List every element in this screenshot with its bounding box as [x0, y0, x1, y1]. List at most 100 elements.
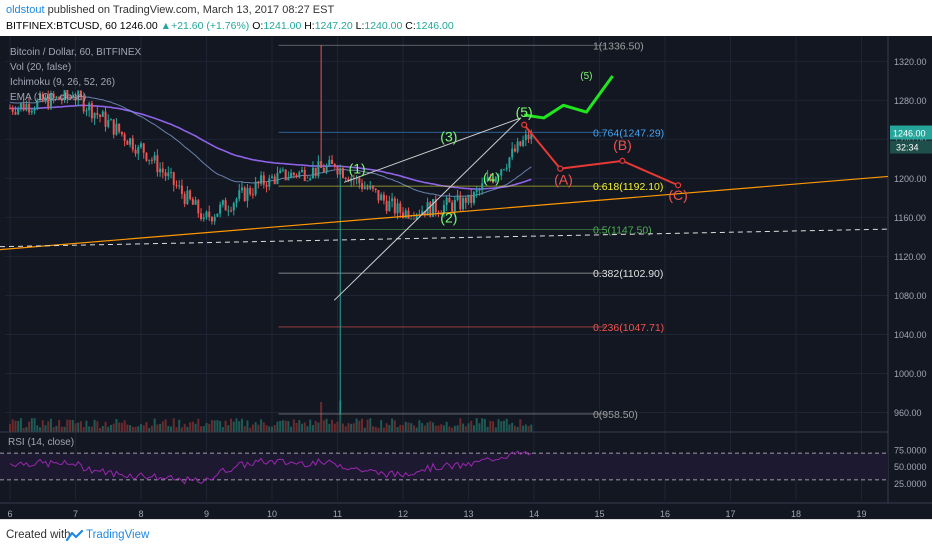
- time-tick-label: 17: [725, 509, 735, 519]
- price-axis-panel: [888, 36, 932, 519]
- candle-body: [153, 155, 156, 161]
- candle-body: [120, 131, 123, 135]
- candle-body: [328, 159, 331, 166]
- up-arrow-icon: ▲: [160, 20, 172, 32]
- volume-bar: [421, 423, 424, 432]
- volume-bar: [462, 423, 465, 432]
- volume-bar: [331, 419, 334, 432]
- candle-body: [194, 200, 197, 205]
- volume-bar: [311, 425, 314, 432]
- candle-body: [60, 99, 63, 101]
- bearish-projection-path: [523, 124, 679, 187]
- rsi-tick-label: 50.0000: [894, 462, 927, 472]
- volume-bar: [202, 426, 205, 432]
- volume-bar: [415, 427, 418, 432]
- candle-body: [445, 197, 448, 206]
- author-link[interactable]: oldstout: [6, 4, 45, 16]
- candle-body: [440, 213, 443, 215]
- time-tick-label: 12: [398, 509, 408, 519]
- volume-bar: [481, 418, 484, 432]
- elliott-wave-drawings[interactable]: (1) (2) (3) (4) (5) (5) (A) (B) (C): [0, 71, 889, 301]
- volume-bar: [442, 425, 445, 432]
- volume-bar: [221, 427, 224, 432]
- volume-bar: [140, 424, 142, 432]
- volume-bar: [52, 427, 55, 432]
- time-axis[interactable]: 6 7 8 9 10 11 12 13 14 15 16 17 18 19: [0, 502, 932, 519]
- volume-bar: [350, 423, 353, 432]
- tradingview-logo-icon[interactable]: [66, 530, 84, 542]
- candle-body: [279, 170, 282, 173]
- chart-background: [0, 36, 932, 519]
- candle-body: [475, 190, 478, 193]
- price-tick-label: 1120.00: [894, 252, 926, 262]
- candle-body: [412, 218, 415, 220]
- candle-body: [511, 148, 514, 158]
- support-trendline: [0, 175, 889, 251]
- volume-bar: [175, 427, 178, 432]
- volume-bar: [407, 422, 410, 432]
- volume-bar: [516, 426, 519, 432]
- volume-bar: [213, 420, 216, 432]
- countdown-badge-text: 32:34: [896, 143, 919, 153]
- volume-bar: [66, 419, 69, 432]
- candle-body: [55, 96, 58, 99]
- open-label: O:: [252, 20, 264, 32]
- volume-bar: [172, 418, 175, 432]
- candlestick-series: [9, 45, 533, 414]
- volume-bar: [500, 421, 503, 432]
- volume-bar: [33, 418, 36, 432]
- legend-title: Bitcoin / Dollar, 60, BITFINEX: [10, 47, 141, 58]
- candle-body: [19, 103, 22, 109]
- fib-level-label: 0(958.50): [593, 409, 638, 421]
- candle-body: [221, 200, 224, 205]
- volume-bar: [41, 420, 44, 432]
- candle-body: [47, 96, 50, 109]
- candle-body: [131, 138, 134, 150]
- volume-bar: [391, 418, 394, 432]
- volume-bar: [25, 427, 28, 432]
- volume-bar: [200, 426, 203, 432]
- candle-body: [257, 181, 260, 184]
- time-tick-label: 11: [333, 509, 342, 519]
- candle-body: [145, 152, 148, 161]
- candle-body: [311, 167, 314, 179]
- volume-bar: [104, 421, 107, 432]
- candle-body: [191, 199, 194, 205]
- candle-body: [388, 201, 391, 212]
- correction-wave-label: (B): [613, 137, 632, 153]
- wedge-upper-line: [343, 117, 522, 183]
- volume-bar: [115, 418, 118, 432]
- candle-body: [391, 198, 394, 202]
- candle-body: [175, 184, 178, 186]
- candle-body: [101, 111, 104, 117]
- volume-bar: [257, 424, 260, 432]
- candle-body: [374, 188, 377, 191]
- volume-bar: [355, 418, 358, 432]
- candle-body: [148, 159, 151, 161]
- volume-bar: [502, 420, 505, 432]
- volume-bar: [388, 425, 391, 432]
- volume-bar: [524, 424, 527, 432]
- fibonacci-retracement[interactable]: 1(1336.50) 0.764(1247.29) 0.618(1192.10) 0.…: [278, 40, 665, 421]
- volume-bar: [96, 421, 99, 432]
- candle-body: [371, 185, 374, 189]
- candle-body: [442, 205, 445, 214]
- candle-body: [52, 93, 55, 99]
- price-axis[interactable]: 1320.00 1280.00 1240.00 1200.00 1160.00 1120.…: [887, 36, 932, 519]
- volume-bar: [180, 427, 183, 432]
- candle-body: [14, 112, 17, 115]
- candle-body: [183, 193, 186, 204]
- tradingview-link[interactable]: TradingView: [86, 529, 150, 541]
- price-chart[interactable]: 1320.00 1280.00 1240.00 1200.00 1160.00 1120.…: [0, 36, 932, 519]
- candle-body: [303, 169, 306, 182]
- candle-body: [69, 97, 72, 99]
- fib-level-label: 0.618(1192.10): [593, 181, 663, 193]
- candle-body: [380, 194, 383, 201]
- volume-bar: [150, 425, 153, 432]
- volume-bar: [358, 420, 361, 432]
- volume-bar: [382, 427, 385, 432]
- volume-bar: [292, 419, 295, 432]
- volume-bar: [240, 418, 243, 432]
- volume-bar: [11, 419, 14, 432]
- candle-body: [385, 200, 388, 212]
